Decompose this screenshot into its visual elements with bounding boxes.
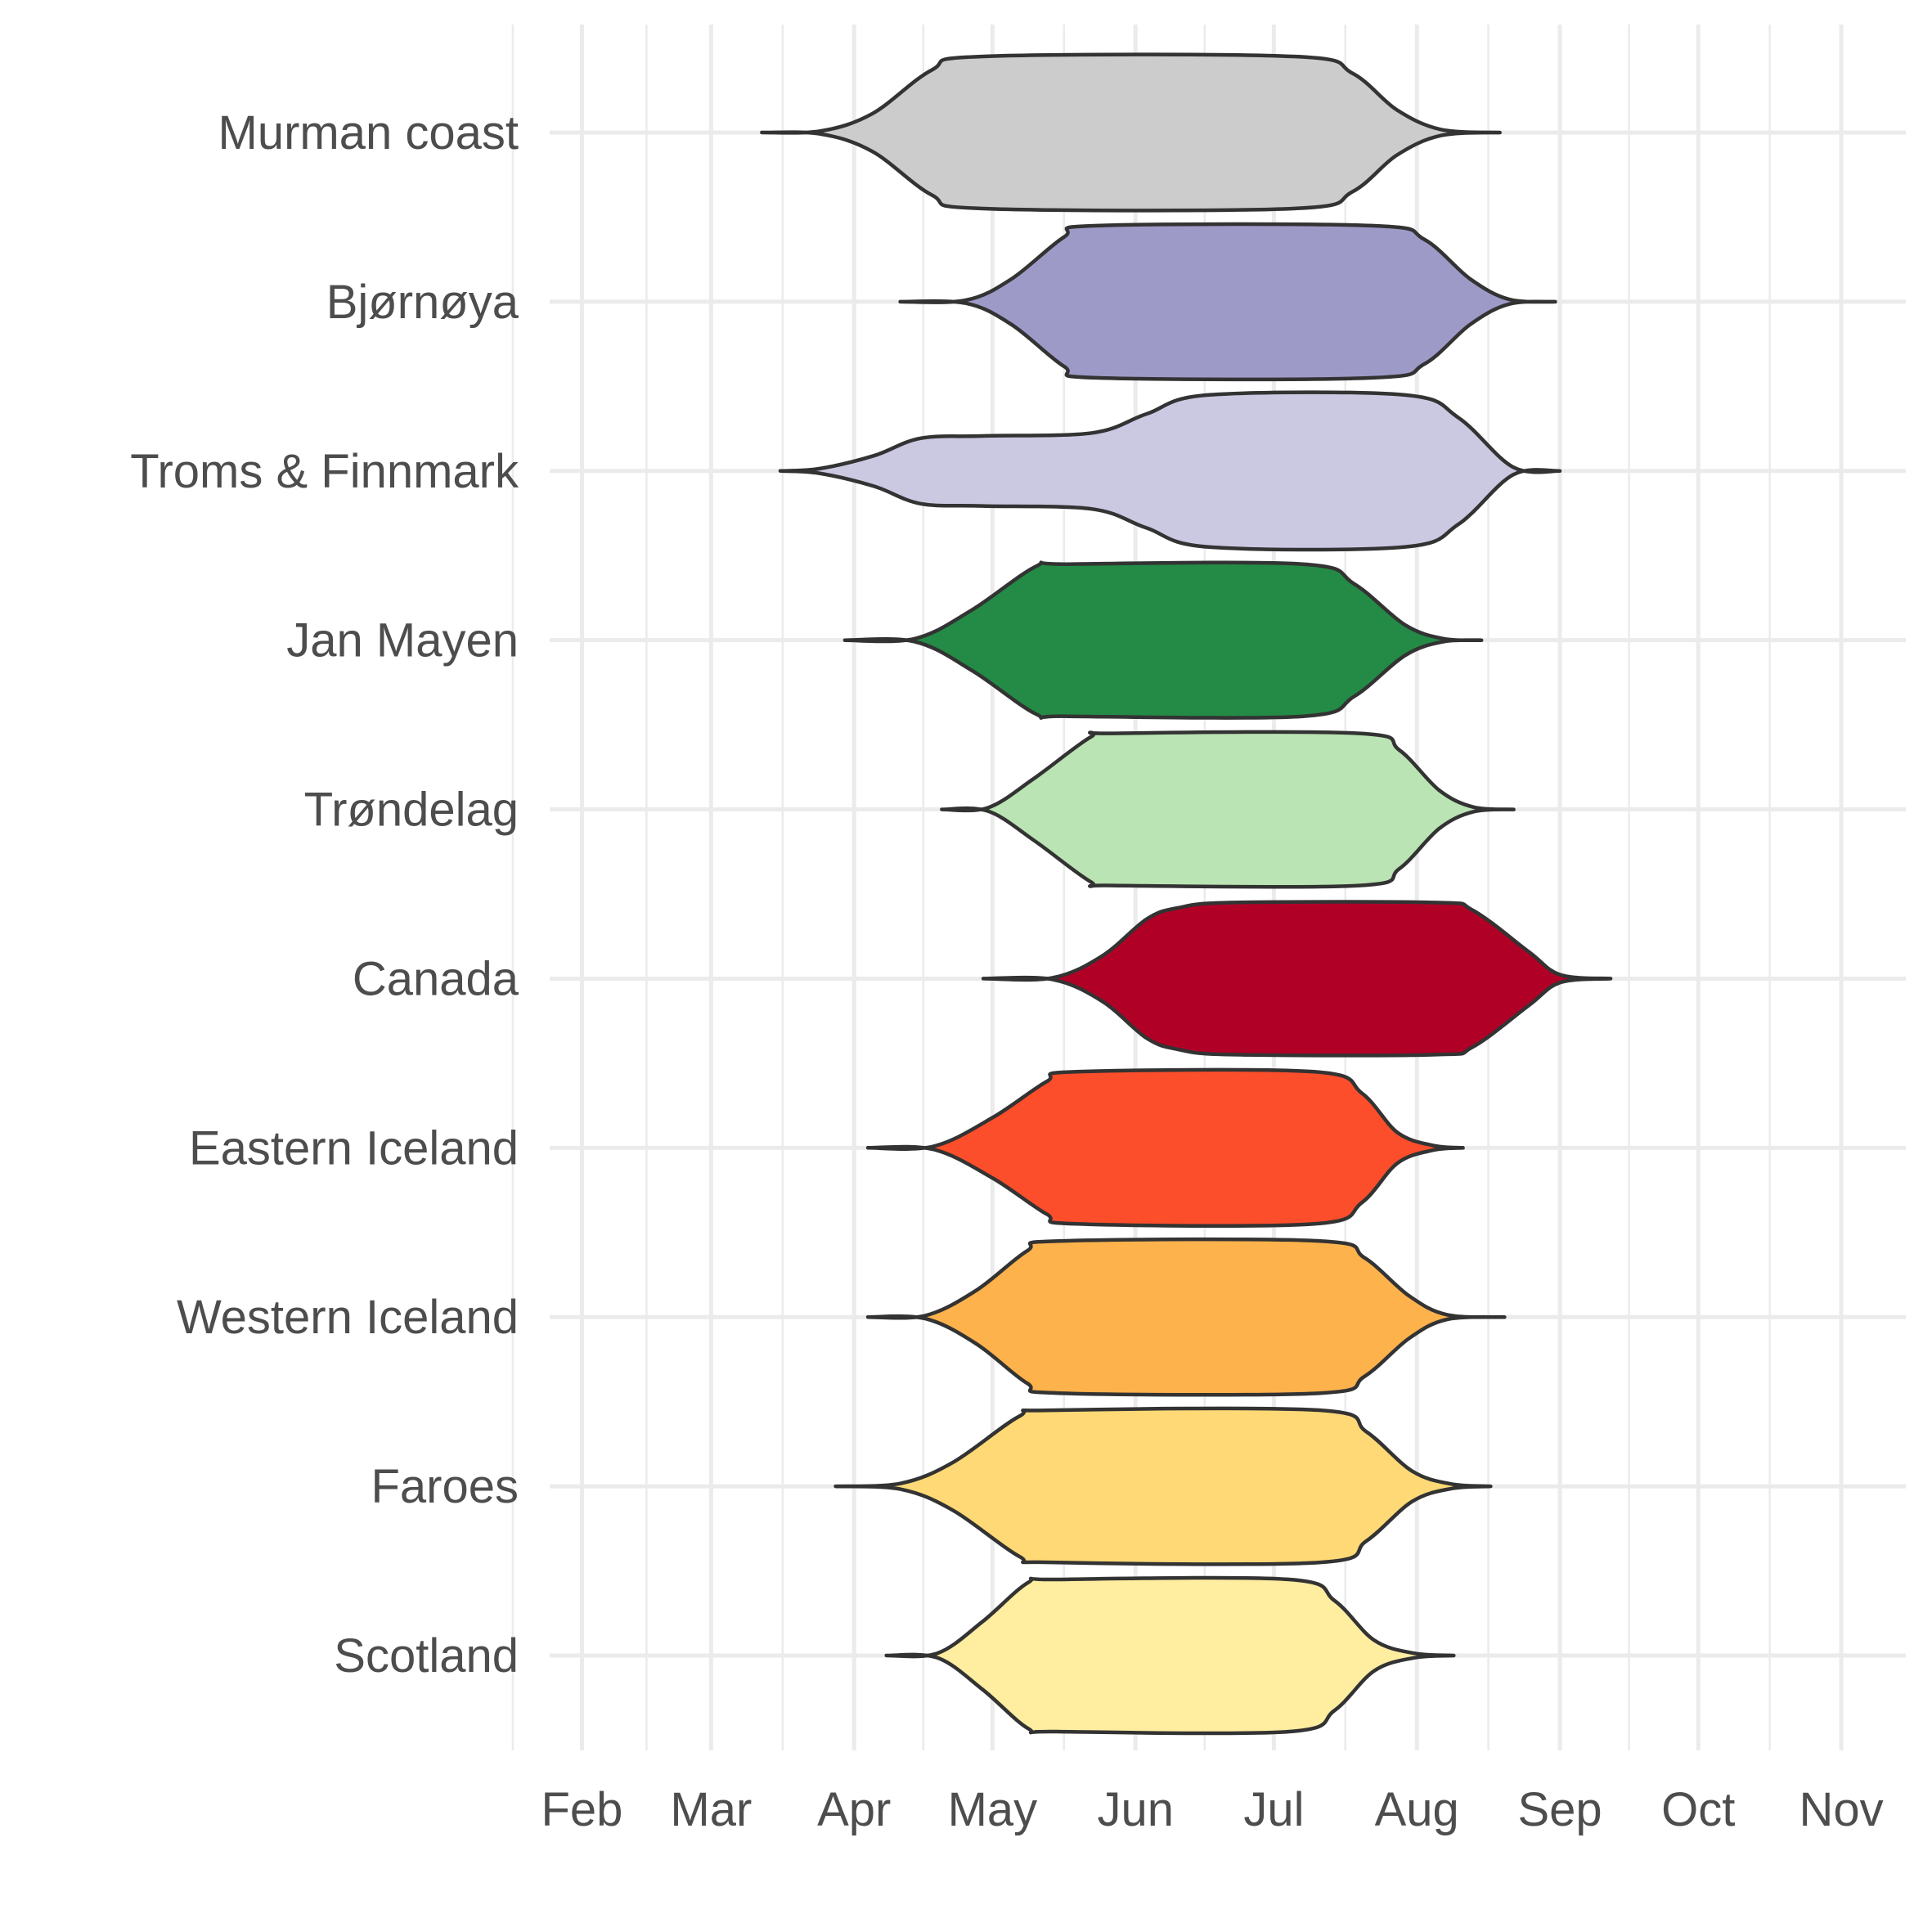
y-tick-label: Trøndelag [304, 784, 519, 837]
violin-troms-finnmark [778, 390, 1562, 552]
x-tick-label: Oct [1661, 1783, 1735, 1836]
y-tick-label: Scotland [334, 1629, 519, 1683]
x-tick-label: Sep [1517, 1783, 1602, 1836]
violin-tr-ndelag [940, 730, 1516, 889]
violin-scotland [884, 1575, 1456, 1736]
x-tick-label: Aug [1375, 1783, 1459, 1836]
y-axis-labels: Murman coast Bjørnøya Troms & Finnmark Jan … [130, 106, 519, 1683]
y-tick-label: Jan Mayen [286, 614, 519, 667]
violin-bj-rn-ya [898, 222, 1557, 382]
x-tick-label: Apr [817, 1783, 891, 1836]
y-tick-label: Murman coast [218, 106, 519, 160]
y-tick-label: Eastern Iceland [189, 1121, 519, 1175]
x-tick-label: Jul [1243, 1783, 1304, 1836]
y-tick-label: Canada [353, 952, 519, 1005]
y-tick-label: Western Iceland [177, 1291, 519, 1344]
x-axis-labels: Feb Mar Apr May Jun Jul Aug Sep Oct Nov [541, 1783, 1883, 1836]
violin-faroes [833, 1406, 1493, 1566]
x-tick-label: Jun [1097, 1783, 1174, 1836]
x-tick-label: Feb [541, 1783, 622, 1836]
x-tick-label: May [948, 1783, 1038, 1836]
y-tick-label: Troms & Finnmark [130, 445, 519, 498]
y-tick-label: Faroes [371, 1460, 519, 1513]
violin-western-iceland [865, 1237, 1507, 1397]
violin-murman-coast [760, 52, 1502, 213]
violin-eastern-iceland [865, 1067, 1465, 1229]
violin-jan-mayen [842, 560, 1484, 720]
y-tick-label: Bjørnøya [326, 276, 519, 329]
violins [760, 52, 1613, 1736]
violin-canada [981, 900, 1613, 1058]
x-tick-label: Nov [1799, 1783, 1883, 1836]
x-tick-label: Mar [670, 1783, 752, 1836]
